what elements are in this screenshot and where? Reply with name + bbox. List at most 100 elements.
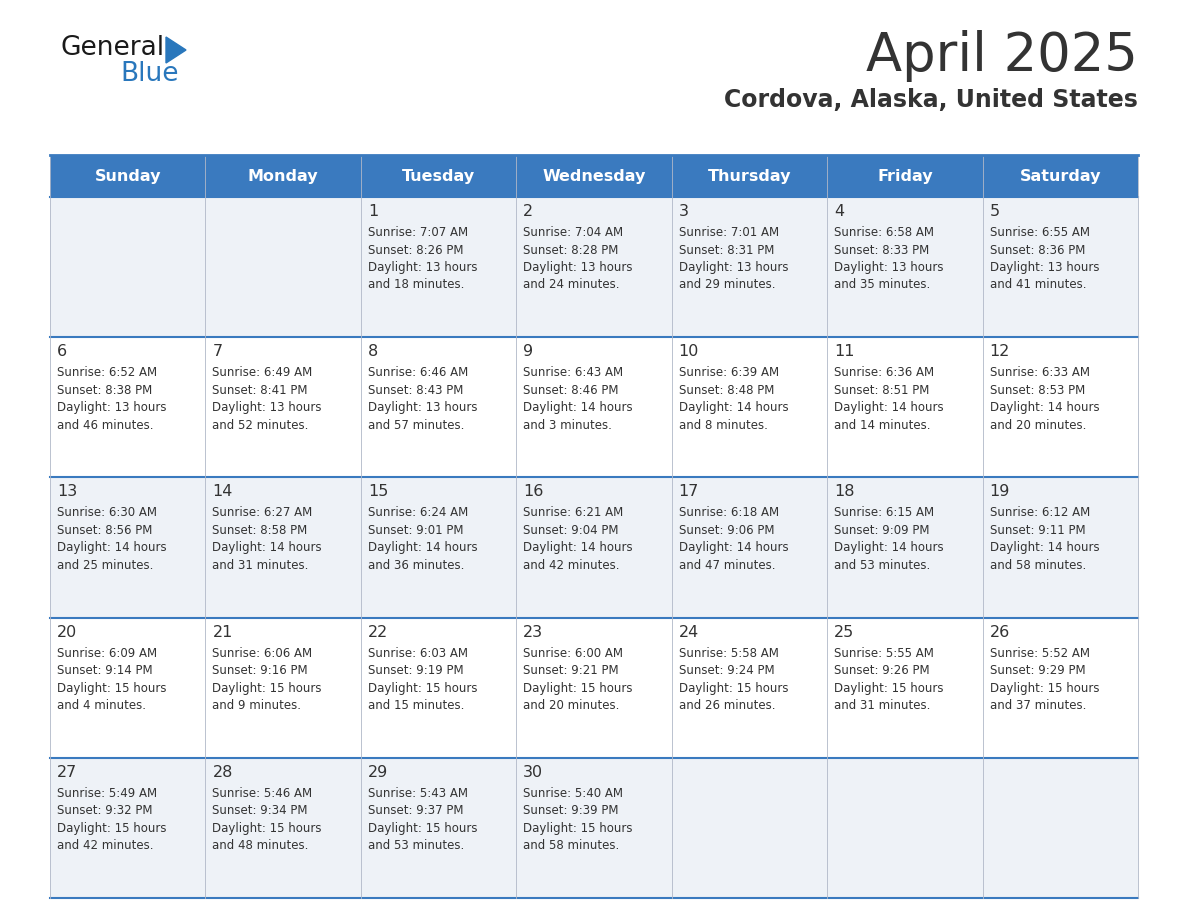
Text: Sunrise: 5:55 AM: Sunrise: 5:55 AM (834, 646, 934, 660)
Text: Sunrise: 6:09 AM: Sunrise: 6:09 AM (57, 646, 157, 660)
Text: Sunrise: 6:12 AM: Sunrise: 6:12 AM (990, 507, 1089, 520)
Text: Sunset: 9:39 PM: Sunset: 9:39 PM (523, 804, 619, 817)
Text: Sunrise: 6:24 AM: Sunrise: 6:24 AM (368, 507, 468, 520)
Text: Daylight: 14 hours: Daylight: 14 hours (678, 401, 789, 414)
Text: and 35 minutes.: and 35 minutes. (834, 278, 930, 292)
Text: 9: 9 (523, 344, 533, 359)
Text: Sunset: 9:01 PM: Sunset: 9:01 PM (368, 524, 463, 537)
Text: Saturday: Saturday (1019, 169, 1101, 184)
Text: Sunrise: 6:52 AM: Sunrise: 6:52 AM (57, 366, 157, 379)
Text: Daylight: 15 hours: Daylight: 15 hours (368, 681, 478, 695)
Text: and 25 minutes.: and 25 minutes. (57, 559, 153, 572)
Text: and 14 minutes.: and 14 minutes. (834, 419, 930, 431)
Text: Sunrise: 6:15 AM: Sunrise: 6:15 AM (834, 507, 934, 520)
Text: and 18 minutes.: and 18 minutes. (368, 278, 465, 292)
Text: Sunrise: 6:55 AM: Sunrise: 6:55 AM (990, 226, 1089, 239)
Text: Sunset: 8:36 PM: Sunset: 8:36 PM (990, 243, 1085, 256)
Text: and 48 minutes.: and 48 minutes. (213, 839, 309, 852)
Text: and 26 minutes.: and 26 minutes. (678, 700, 776, 712)
Text: 28: 28 (213, 765, 233, 779)
Text: Daylight: 14 hours: Daylight: 14 hours (834, 542, 943, 554)
Text: Sunset: 8:43 PM: Sunset: 8:43 PM (368, 384, 463, 397)
Text: 4: 4 (834, 204, 845, 219)
Text: Sunset: 8:33 PM: Sunset: 8:33 PM (834, 243, 929, 256)
Text: 22: 22 (368, 624, 388, 640)
Bar (50, 618, 1138, 757)
Text: Tuesday: Tuesday (402, 169, 475, 184)
Text: Sunset: 9:09 PM: Sunset: 9:09 PM (834, 524, 930, 537)
Text: Sunrise: 7:07 AM: Sunrise: 7:07 AM (368, 226, 468, 239)
Text: 27: 27 (57, 765, 77, 779)
Text: Monday: Monday (248, 169, 318, 184)
Text: 30: 30 (523, 765, 543, 779)
Bar (50, 757, 1138, 898)
Text: Daylight: 13 hours: Daylight: 13 hours (523, 261, 633, 274)
Text: 5: 5 (990, 204, 999, 219)
Text: and 41 minutes.: and 41 minutes. (990, 278, 1086, 292)
Text: 17: 17 (678, 485, 699, 499)
Text: Sunrise: 6:00 AM: Sunrise: 6:00 AM (523, 646, 624, 660)
Text: Sunset: 9:11 PM: Sunset: 9:11 PM (990, 524, 1085, 537)
Polygon shape (166, 37, 187, 63)
Text: Friday: Friday (877, 169, 933, 184)
Text: Sunrise: 6:49 AM: Sunrise: 6:49 AM (213, 366, 312, 379)
Text: Wednesday: Wednesday (542, 169, 646, 184)
Text: Sunset: 8:56 PM: Sunset: 8:56 PM (57, 524, 152, 537)
Text: 18: 18 (834, 485, 854, 499)
Text: Sunset: 9:21 PM: Sunset: 9:21 PM (523, 664, 619, 677)
Text: Daylight: 15 hours: Daylight: 15 hours (213, 822, 322, 834)
Text: Daylight: 13 hours: Daylight: 13 hours (834, 261, 943, 274)
Text: Daylight: 14 hours: Daylight: 14 hours (678, 542, 789, 554)
Text: Daylight: 15 hours: Daylight: 15 hours (990, 681, 1099, 695)
Text: Sunrise: 7:04 AM: Sunrise: 7:04 AM (523, 226, 624, 239)
Text: Sunset: 8:46 PM: Sunset: 8:46 PM (523, 384, 619, 397)
Text: 11: 11 (834, 344, 854, 359)
Text: Sunrise: 5:49 AM: Sunrise: 5:49 AM (57, 787, 157, 800)
Text: Daylight: 13 hours: Daylight: 13 hours (678, 261, 788, 274)
Text: 14: 14 (213, 485, 233, 499)
Text: Sunrise: 6:21 AM: Sunrise: 6:21 AM (523, 507, 624, 520)
Text: Sunset: 9:26 PM: Sunset: 9:26 PM (834, 664, 930, 677)
Text: 20: 20 (57, 624, 77, 640)
Text: and 37 minutes.: and 37 minutes. (990, 700, 1086, 712)
Text: 10: 10 (678, 344, 699, 359)
Text: and 53 minutes.: and 53 minutes. (834, 559, 930, 572)
Text: April 2025: April 2025 (866, 30, 1138, 82)
Text: and 57 minutes.: and 57 minutes. (368, 419, 465, 431)
Text: and 20 minutes.: and 20 minutes. (990, 419, 1086, 431)
Text: and 46 minutes.: and 46 minutes. (57, 419, 153, 431)
Text: Sunset: 9:24 PM: Sunset: 9:24 PM (678, 664, 775, 677)
Text: Sunrise: 5:43 AM: Sunrise: 5:43 AM (368, 787, 468, 800)
Text: Sunset: 9:06 PM: Sunset: 9:06 PM (678, 524, 775, 537)
Text: Sunset: 9:32 PM: Sunset: 9:32 PM (57, 804, 152, 817)
Text: and 29 minutes.: and 29 minutes. (678, 278, 776, 292)
Text: 21: 21 (213, 624, 233, 640)
Text: Sunset: 9:29 PM: Sunset: 9:29 PM (990, 664, 1085, 677)
Text: and 58 minutes.: and 58 minutes. (523, 839, 619, 852)
Text: and 47 minutes.: and 47 minutes. (678, 559, 776, 572)
Text: Daylight: 15 hours: Daylight: 15 hours (834, 681, 943, 695)
Text: Sunset: 9:19 PM: Sunset: 9:19 PM (368, 664, 463, 677)
Text: 23: 23 (523, 624, 543, 640)
Text: Sunset: 8:38 PM: Sunset: 8:38 PM (57, 384, 152, 397)
Text: Daylight: 14 hours: Daylight: 14 hours (368, 542, 478, 554)
Text: General: General (61, 35, 164, 61)
Text: Sunset: 9:04 PM: Sunset: 9:04 PM (523, 524, 619, 537)
Text: Daylight: 14 hours: Daylight: 14 hours (523, 542, 633, 554)
Text: 16: 16 (523, 485, 544, 499)
Text: and 9 minutes.: and 9 minutes. (213, 700, 302, 712)
Text: Daylight: 15 hours: Daylight: 15 hours (213, 681, 322, 695)
Text: Sunset: 8:31 PM: Sunset: 8:31 PM (678, 243, 775, 256)
Text: Cordova, Alaska, United States: Cordova, Alaska, United States (725, 88, 1138, 112)
Text: Sunset: 8:51 PM: Sunset: 8:51 PM (834, 384, 929, 397)
Text: Daylight: 15 hours: Daylight: 15 hours (57, 681, 166, 695)
Text: Daylight: 15 hours: Daylight: 15 hours (523, 681, 633, 695)
Text: 12: 12 (990, 344, 1010, 359)
Text: Daylight: 15 hours: Daylight: 15 hours (678, 681, 788, 695)
Text: Sunrise: 5:46 AM: Sunrise: 5:46 AM (213, 787, 312, 800)
Text: Sunset: 9:34 PM: Sunset: 9:34 PM (213, 804, 308, 817)
Text: 1: 1 (368, 204, 378, 219)
Text: Sunrise: 7:01 AM: Sunrise: 7:01 AM (678, 226, 779, 239)
Text: Daylight: 13 hours: Daylight: 13 hours (213, 401, 322, 414)
Text: Sunrise: 6:43 AM: Sunrise: 6:43 AM (523, 366, 624, 379)
